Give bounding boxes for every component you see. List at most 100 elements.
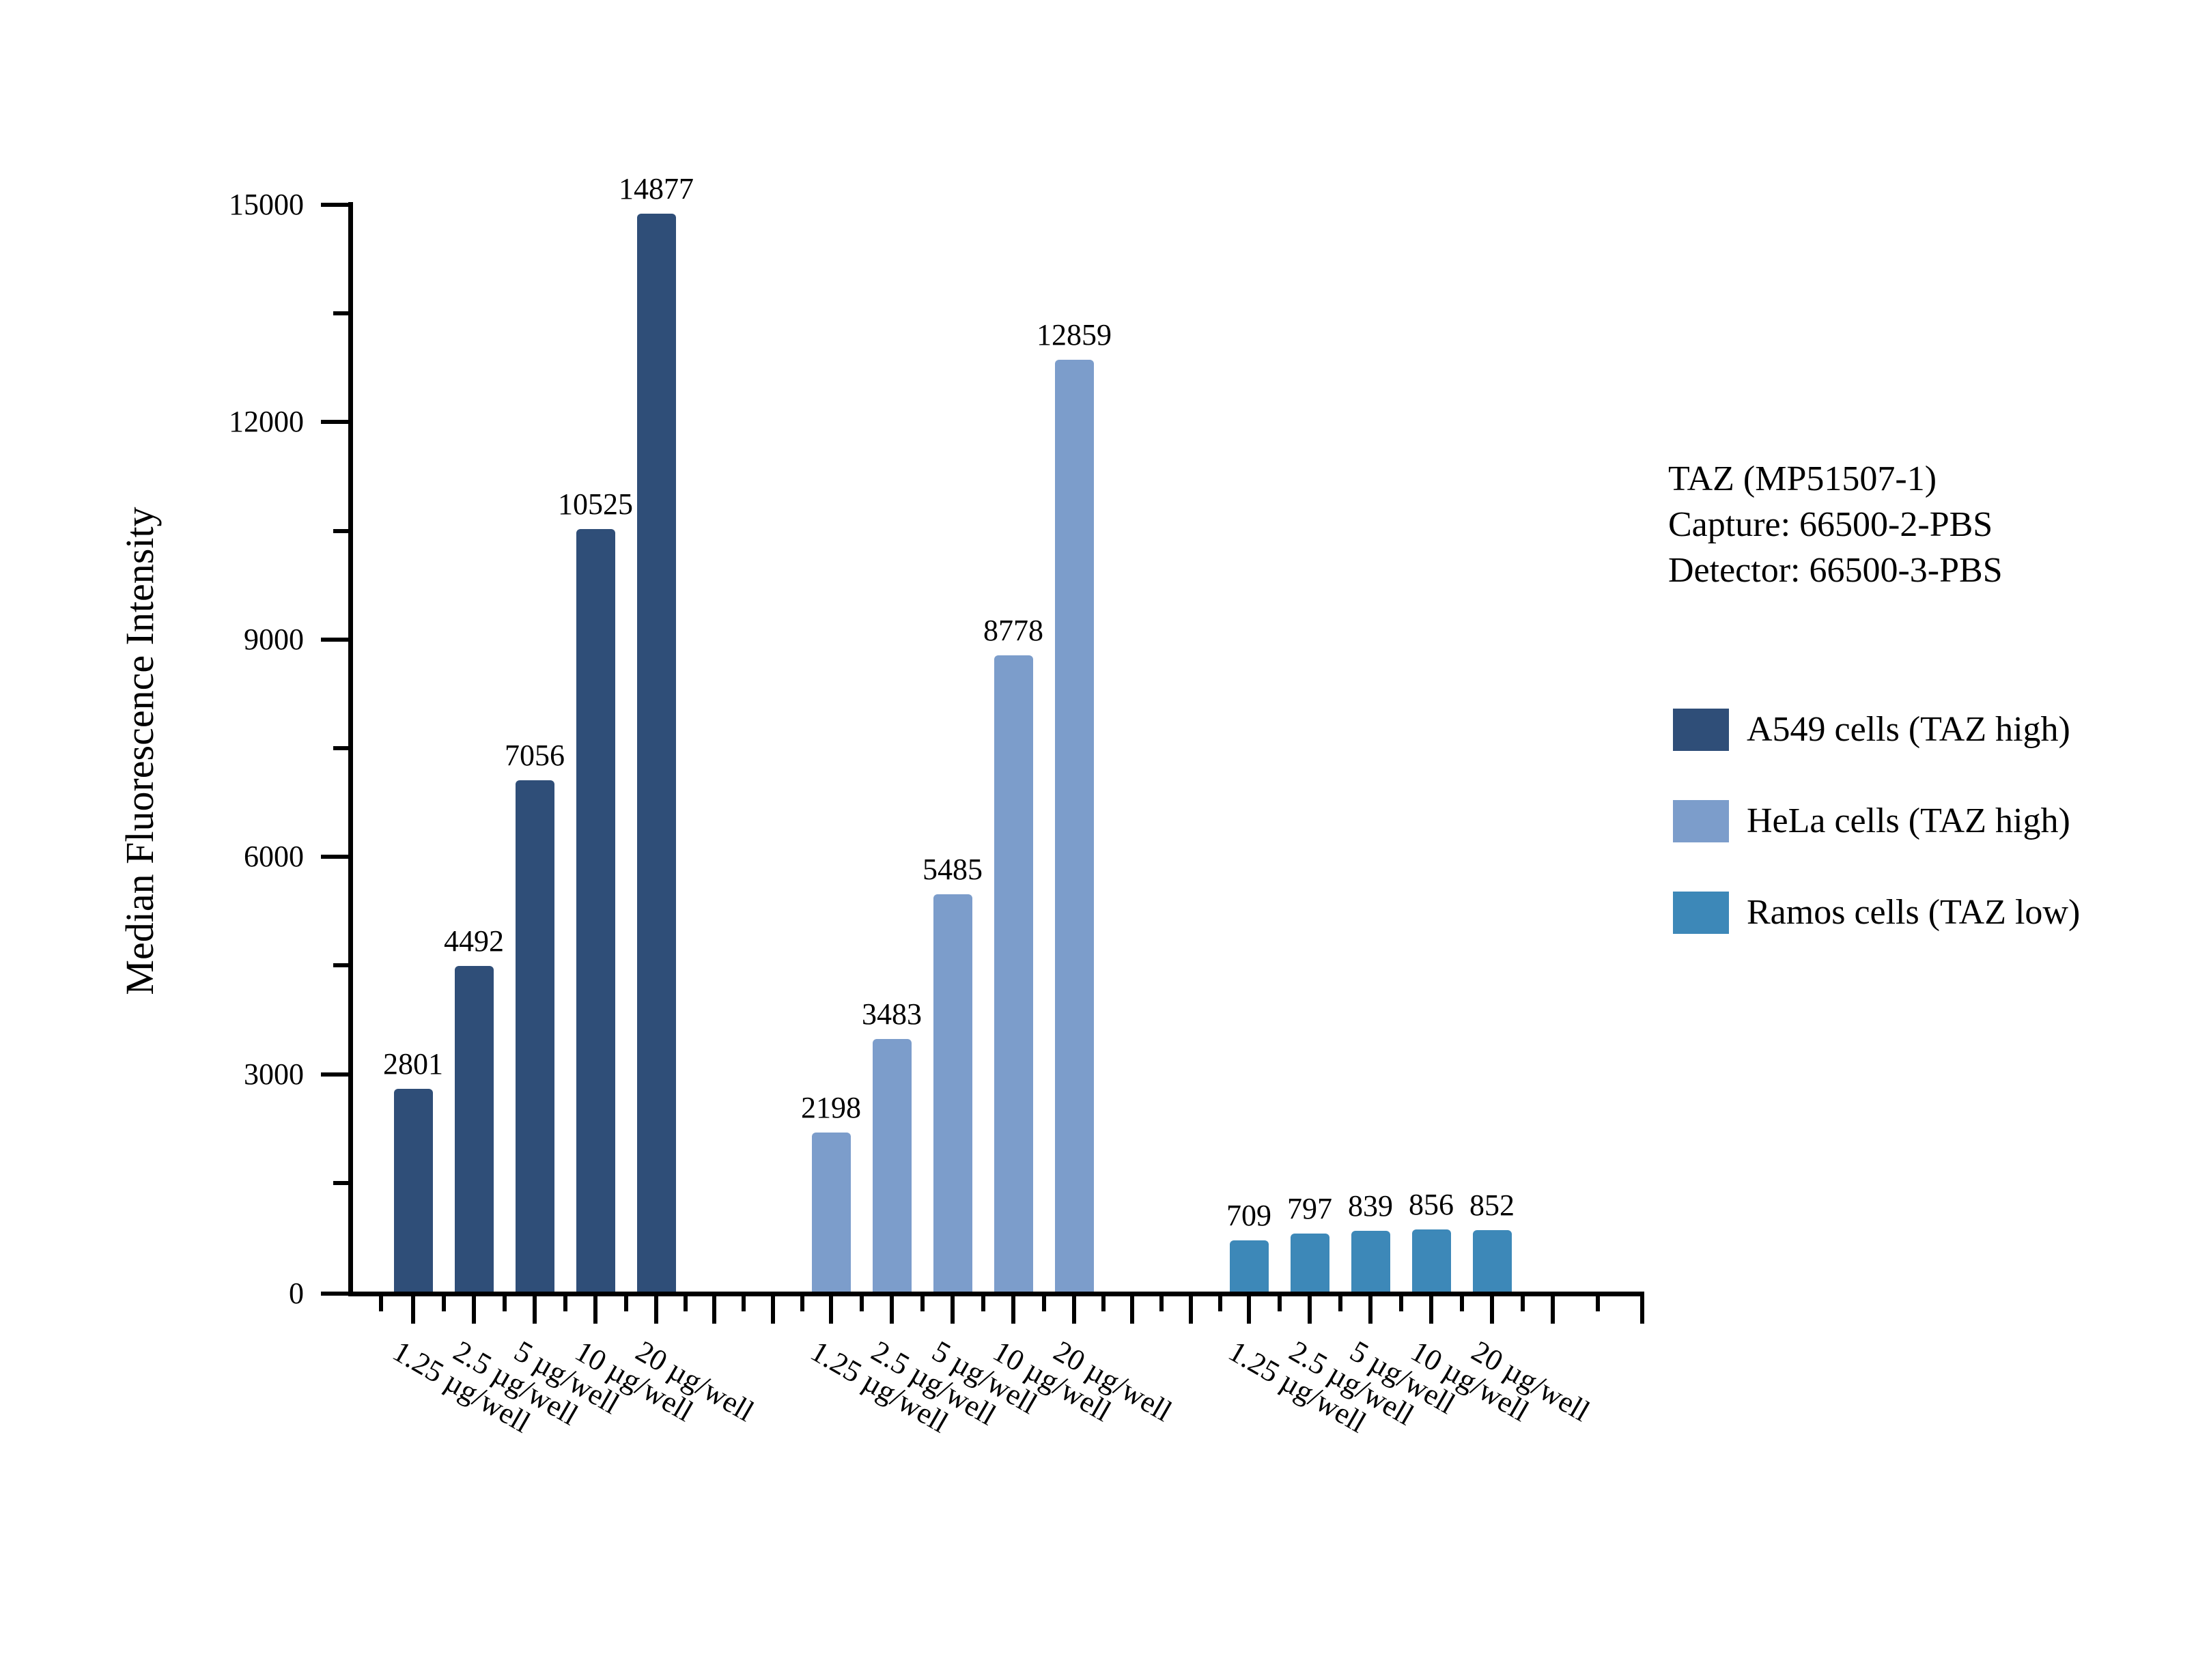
x-major-tick: [1640, 1296, 1644, 1324]
x-minor-tick: [379, 1296, 383, 1311]
legend-swatch: [1673, 800, 1729, 842]
bar-series3-cat1: [1230, 1240, 1269, 1292]
x-minor-tick: [503, 1296, 507, 1311]
x-major-tick: [1429, 1296, 1433, 1324]
bar-value-label: 8778: [983, 614, 1043, 647]
x-minor-tick: [1042, 1296, 1046, 1311]
bar-series3-cat2: [1291, 1234, 1329, 1292]
bar-value-label: 12859: [1037, 318, 1112, 352]
y-tick-label: 0: [289, 1277, 304, 1310]
y-tick-label: 6000: [244, 840, 304, 873]
y-minor-tick: [333, 311, 348, 315]
x-major-tick: [829, 1296, 833, 1324]
x-minor-tick: [1399, 1296, 1403, 1311]
legend: A549 cells (TAZ high) HeLa cells (TAZ hig…: [1673, 709, 2080, 934]
y-major-tick: [321, 420, 348, 424]
y-tick-label: 15000: [229, 188, 304, 221]
x-minor-tick: [800, 1296, 804, 1311]
y-minor-tick: [333, 963, 348, 967]
x-major-tick: [1247, 1296, 1251, 1324]
y-tick-label: 9000: [244, 623, 304, 656]
x-major-tick: [411, 1296, 415, 1324]
x-major-tick: [951, 1296, 955, 1324]
x-major-tick: [472, 1296, 476, 1324]
x-minor-tick: [920, 1296, 925, 1311]
y-major-tick: [321, 1292, 348, 1296]
bar-value-label: 2198: [801, 1091, 861, 1124]
x-major-tick: [1490, 1296, 1494, 1324]
y-tick-label: 3000: [244, 1057, 304, 1091]
y-major-tick: [321, 855, 348, 859]
x-minor-tick: [742, 1296, 746, 1311]
x-minor-tick: [1596, 1296, 1600, 1311]
x-major-tick: [1551, 1296, 1555, 1324]
x-minor-tick: [860, 1296, 864, 1311]
bar-series2-cat4: [994, 655, 1033, 1292]
bar-series3-cat4: [1412, 1229, 1451, 1292]
annotation-block: TAZ (MP51507-1) Capture: 66500-2-PBS Det…: [1668, 456, 2003, 593]
x-minor-tick: [1218, 1296, 1222, 1311]
x-minor-tick: [1521, 1296, 1525, 1311]
bar-series2-cat1: [812, 1133, 851, 1292]
legend-label: A549 cells (TAZ high): [1747, 710, 2070, 749]
x-major-tick: [654, 1296, 658, 1324]
bar-value-label: 3483: [862, 997, 922, 1031]
x-major-tick: [1130, 1296, 1134, 1324]
bar-value-label: 5485: [923, 853, 983, 886]
x-major-tick: [1011, 1296, 1015, 1324]
bar-series2-cat5: [1055, 360, 1094, 1292]
bar-series3-cat3: [1351, 1231, 1390, 1292]
bar-value-label: 797: [1287, 1192, 1332, 1225]
bar-value-label: 709: [1226, 1199, 1271, 1232]
x-minor-tick: [1101, 1296, 1106, 1311]
bar-value-label: 852: [1469, 1188, 1515, 1222]
y-minor-tick: [333, 1181, 348, 1185]
x-minor-tick: [981, 1296, 985, 1311]
x-major-tick: [1072, 1296, 1076, 1324]
x-major-tick: [1308, 1296, 1312, 1324]
legend-item-1: A549 cells (TAZ high): [1673, 709, 2080, 751]
x-major-tick: [712, 1296, 716, 1324]
bar-series1-cat1: [394, 1089, 433, 1292]
x-minor-tick: [1278, 1296, 1282, 1311]
bar-value-label: 856: [1409, 1188, 1454, 1221]
bar-value-label: 839: [1348, 1189, 1393, 1223]
x-minor-tick: [684, 1296, 688, 1311]
x-minor-tick: [442, 1296, 446, 1311]
legend-swatch: [1673, 892, 1729, 934]
x-major-tick: [593, 1296, 597, 1324]
bar-series1-cat5: [637, 214, 676, 1292]
y-axis-line: [348, 202, 353, 1296]
x-major-tick: [890, 1296, 894, 1324]
legend-label: Ramos cells (TAZ low): [1747, 893, 2081, 932]
bar-series2-cat3: [933, 894, 972, 1292]
y-major-tick: [321, 638, 348, 642]
x-major-tick: [1368, 1296, 1372, 1324]
annotation-line-1: TAZ (MP51507-1): [1668, 459, 1937, 498]
bar-value-label: 2801: [383, 1047, 443, 1081]
legend-item-3: Ramos cells (TAZ low): [1673, 892, 2080, 934]
x-minor-tick: [563, 1296, 567, 1311]
x-minor-tick: [1460, 1296, 1464, 1311]
x-minor-tick: [624, 1296, 628, 1311]
bar-series1-cat2: [455, 966, 494, 1292]
x-minor-tick: [1159, 1296, 1164, 1311]
x-major-tick: [533, 1296, 537, 1324]
y-minor-tick: [333, 746, 348, 750]
bar-series1-cat4: [576, 529, 615, 1292]
legend-label: HeLa cells (TAZ high): [1747, 801, 2070, 840]
x-minor-tick: [1338, 1296, 1342, 1311]
y-axis-title: Median Fluorescence Intensity: [117, 507, 162, 995]
bar-series3-cat5: [1473, 1230, 1512, 1292]
bar-value-label: 7056: [505, 739, 565, 772]
y-major-tick: [321, 1072, 348, 1077]
bar-value-label: 14877: [619, 172, 694, 205]
x-major-tick: [771, 1296, 775, 1324]
y-minor-tick: [333, 529, 348, 533]
bar-series1-cat3: [516, 780, 554, 1292]
annotation-line-2: Capture: 66500-2-PBS: [1668, 505, 1993, 544]
y-tick-label: 12000: [229, 405, 304, 438]
bar-series2-cat2: [873, 1039, 912, 1292]
x-major-tick: [1189, 1296, 1193, 1324]
